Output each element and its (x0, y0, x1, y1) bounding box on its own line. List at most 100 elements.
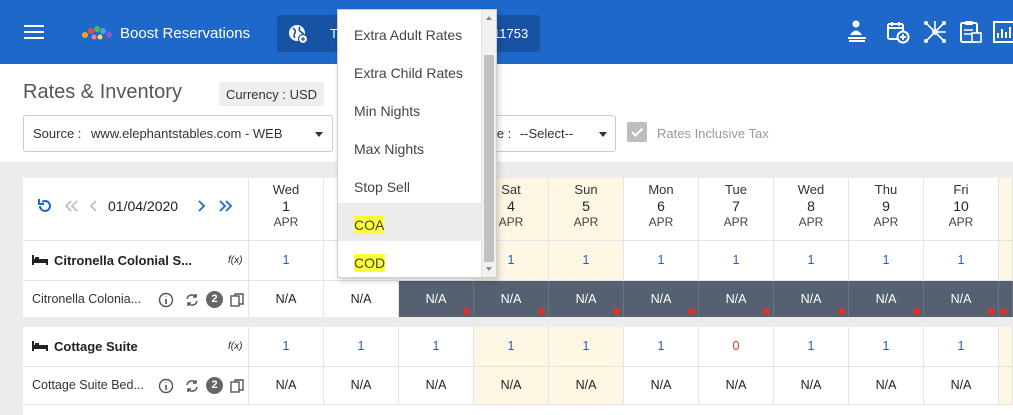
info-icon[interactable] (158, 378, 174, 394)
room-name[interactable]: Citronella Colonial S... (54, 253, 192, 268)
inventory-cell[interactable]: 1 (399, 327, 474, 366)
formula-icon[interactable]: f(x) (228, 255, 243, 266)
inventory-cell[interactable]: 1 (474, 327, 549, 366)
day-num: 4 (507, 198, 515, 214)
menu-icon[interactable] (24, 25, 44, 39)
inventory-cell[interactable]: 0 (699, 327, 774, 366)
rate-cell[interactable]: N/A (399, 281, 474, 318)
rates-grid: 01/04/2020 Wed1APRThu2APRFri3APRSat4APRS… (23, 178, 1013, 415)
rate-value: N/A (650, 378, 672, 392)
rate-cell[interactable]: N/A (249, 367, 324, 404)
room-type-label: Cottage Suite f(x) (23, 327, 249, 366)
day-mon: APR (273, 215, 299, 229)
app-title: Boost Reservations (120, 25, 251, 42)
inventory-cell[interactable]: 1 (849, 327, 924, 366)
rate-cell[interactable]: N/A (849, 367, 924, 404)
rate-value: N/A (425, 292, 447, 306)
field-type-dropdown[interactable]: Extra Adult Rates Extra Child Rates Min Ni… (337, 9, 497, 278)
dropdown-option[interactable]: Min Nights (338, 89, 482, 127)
rate-value: N/A (875, 378, 897, 392)
inventory-cell[interactable]: 1 (699, 241, 774, 280)
inventory-cell[interactable]: 1 (549, 327, 624, 366)
rate-cell[interactable]: N/A (624, 367, 699, 404)
copy-icon[interactable] (229, 378, 245, 394)
dropdown-option-label: COA (354, 216, 385, 234)
housekeeping-icon[interactable] (844, 19, 870, 45)
inventory-cell[interactable]: 1 (774, 327, 849, 366)
rate-plan-name[interactable]: Citronella Colonia... (32, 292, 142, 306)
inventory-cell[interactable]: 1 (324, 327, 399, 366)
scrollbar-thumb[interactable] (484, 55, 494, 262)
day-num: 8 (807, 198, 815, 214)
rate-cell[interactable]: N/A (324, 367, 399, 404)
currency-badge: Currency : USD (219, 82, 325, 106)
inventory-cell[interactable]: 1 (924, 327, 999, 366)
rate-cell[interactable]: N/A (324, 281, 399, 318)
dropdown-option[interactable]: COA (338, 203, 482, 241)
info-icon[interactable] (158, 292, 174, 308)
inventory-cell[interactable]: 1 (849, 241, 924, 280)
dropdown-option[interactable]: COD (338, 241, 482, 279)
inventory-cell[interactable]: 1 (249, 241, 324, 280)
rate-value: N/A (350, 378, 372, 392)
rate-value: N/A (425, 378, 447, 392)
rate-cell[interactable]: N/A (624, 281, 699, 318)
rate-cell[interactable]: N/A (924, 367, 999, 404)
rate-cell[interactable]: N/A (924, 281, 999, 318)
sync-icon[interactable] (184, 292, 200, 308)
rate-cell[interactable]: N/A (699, 281, 774, 318)
scroll-up-icon[interactable] (486, 16, 492, 20)
rate-cell[interactable]: N/A (549, 281, 624, 318)
calendar-add-icon[interactable] (885, 19, 911, 45)
day-mon: APR (798, 215, 824, 229)
rate-cell[interactable]: N/A (474, 367, 549, 404)
copy-icon[interactable] (229, 292, 245, 308)
inventory-cell[interactable]: 1 (249, 327, 324, 366)
day-header: Wed 8 APR (774, 178, 849, 240)
day-header-partial (999, 178, 1013, 240)
inventory-cell[interactable]: 1 (549, 241, 624, 280)
chevron-right-icon[interactable] (194, 198, 210, 214)
rate-cell[interactable]: N/A (774, 281, 849, 318)
day-mon: APR (873, 215, 899, 229)
rate-plan-name[interactable]: Cottage Suite Bed... (32, 378, 144, 392)
dropdown-option-label: Min Nights (354, 103, 421, 119)
dropdown-option[interactable]: Max Nights (338, 127, 482, 165)
chevron-left-icon[interactable] (85, 198, 101, 214)
rate-cell[interactable]: N/A (849, 281, 924, 318)
row-divider (23, 404, 1013, 405)
room-name[interactable]: Cottage Suite (54, 339, 138, 354)
day-name: Tue (725, 182, 747, 197)
rates-inclusive-tax-checkbox[interactable] (627, 122, 647, 142)
scroll-down-icon[interactable] (486, 267, 492, 271)
sync-icon[interactable] (184, 378, 200, 394)
rate-cell[interactable]: N/A (699, 367, 774, 404)
rate-cell[interactable]: N/A (249, 281, 324, 318)
rate-cell[interactable]: N/A (549, 367, 624, 404)
current-date[interactable]: 01/04/2020 (108, 198, 179, 214)
day-num: 9 (882, 198, 890, 214)
dropdown-option[interactable]: Stop Sell (338, 165, 482, 203)
day-name: Fri (953, 182, 969, 197)
inventory-cell[interactable]: 1 (774, 241, 849, 280)
double-chevron-left-icon[interactable] (63, 198, 79, 214)
network-icon[interactable] (922, 19, 948, 45)
report-chart-icon[interactable] (992, 19, 1013, 45)
rate-cell[interactable]: N/A (774, 367, 849, 404)
inventory-cell[interactable]: 1 (924, 241, 999, 280)
source-select[interactable]: Source : www.elephantstables.com - WEB (23, 115, 333, 152)
inventory-cell[interactable]: 1 (624, 241, 699, 280)
rate-cell[interactable]: N/A (399, 367, 474, 404)
dropdown-scrollbar[interactable] (481, 10, 496, 277)
rate-cell[interactable]: N/A (474, 281, 549, 318)
rate-value: N/A (575, 378, 597, 392)
formula-icon[interactable]: f(x) (228, 341, 243, 352)
inventory-cell[interactable]: 1 (624, 327, 699, 366)
double-chevron-right-icon[interactable] (218, 198, 234, 214)
day-num: 6 (657, 198, 665, 214)
row-divider (23, 280, 1013, 281)
dropdown-option[interactable]: Extra Child Rates (338, 51, 482, 89)
refresh-icon[interactable] (37, 198, 53, 214)
clipboard-icon[interactable] (958, 19, 984, 45)
dropdown-option[interactable]: Extra Adult Rates (338, 13, 482, 51)
